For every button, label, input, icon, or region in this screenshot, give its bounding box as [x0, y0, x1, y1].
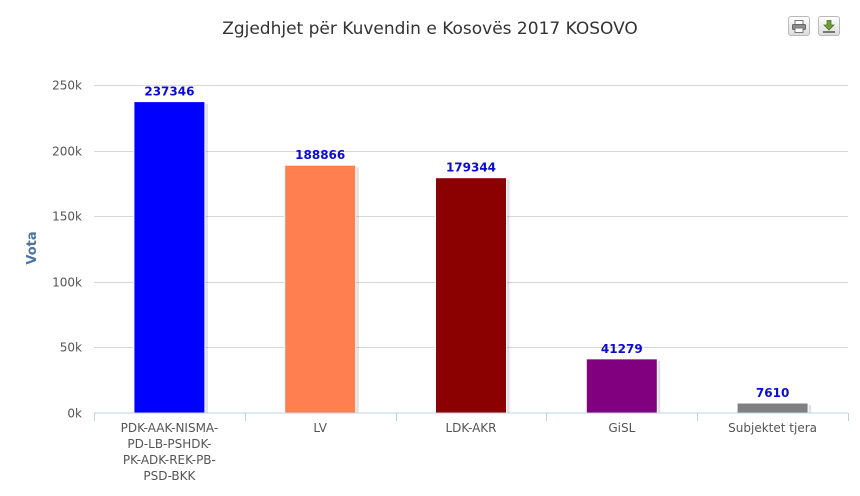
printer-icon — [792, 19, 806, 33]
data-label: 237346 — [144, 85, 194, 99]
bar[interactable] — [133, 101, 206, 414]
x-tick-label: GiSL — [608, 421, 635, 435]
bar[interactable] — [585, 358, 658, 414]
download-button[interactable] — [818, 16, 840, 36]
x-tick-label: PD-LB-PSHDK- — [127, 437, 211, 451]
y-tick-label: 100k — [52, 276, 82, 290]
bar[interactable] — [736, 402, 809, 414]
data-label: 188866 — [295, 148, 345, 162]
x-tick-label: PDK-AAK-NISMA- — [121, 421, 219, 435]
x-tick-label: LDK-AKR — [445, 421, 496, 435]
y-tick-label: 200k — [52, 145, 82, 159]
x-tick-label: PSD-BKK — [143, 469, 196, 483]
y-tick-label: 0k — [67, 407, 82, 421]
bar[interactable] — [435, 177, 507, 414]
y-axis-label: Vota — [25, 231, 40, 264]
x-tick-label: LV — [313, 421, 327, 435]
download-icon — [823, 19, 835, 33]
y-tick-label: 250k — [52, 79, 82, 93]
data-label: 7610 — [756, 386, 789, 400]
bar[interactable] — [284, 164, 357, 414]
data-label: 41279 — [601, 342, 643, 356]
x-tick-label: PK-ADK-REK-PB- — [123, 453, 216, 467]
y-tick-label: 50k — [60, 341, 82, 355]
x-tick-label: Subjektet tjera — [728, 421, 817, 435]
data-label: 179344 — [446, 161, 496, 175]
chart-title: Zgjedhjet për Kuvendin e Kosovës 2017 KO… — [222, 19, 638, 39]
y-tick-label: 150k — [52, 210, 82, 224]
print-button[interactable] — [788, 16, 810, 36]
